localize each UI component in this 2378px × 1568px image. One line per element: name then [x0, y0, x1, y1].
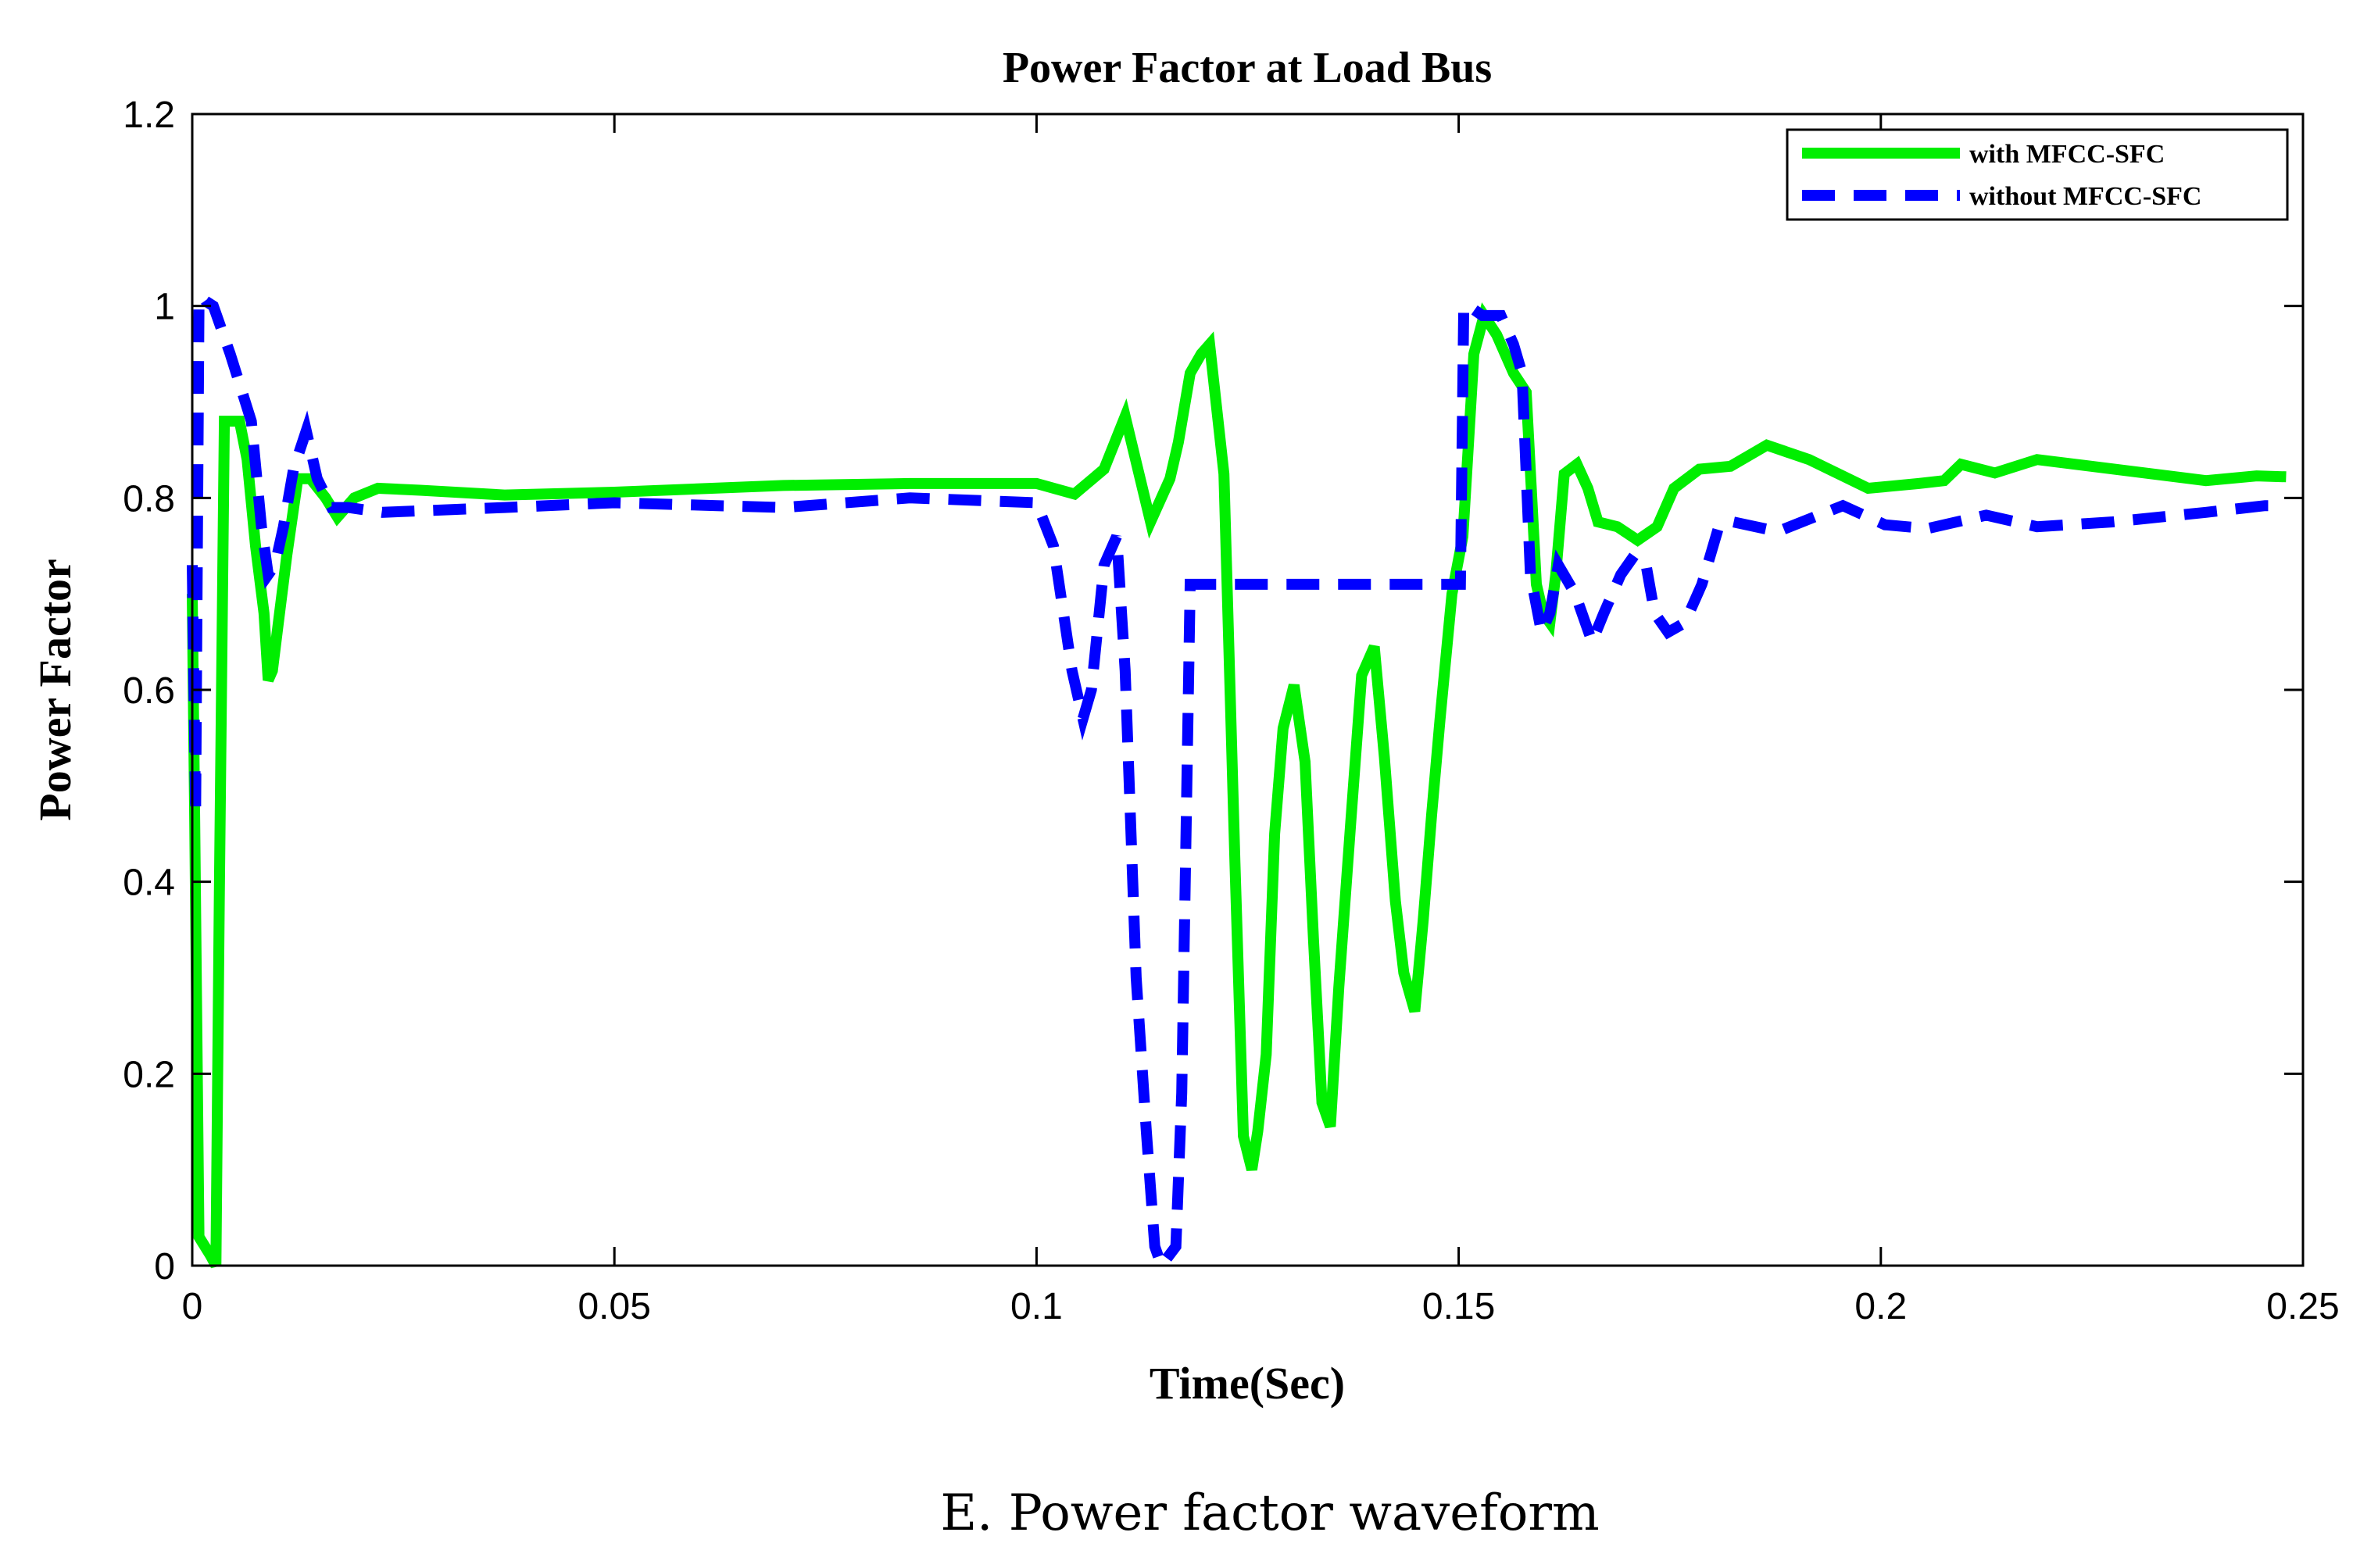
series-line-without-mfcc-sfc	[187, 284, 2287, 1277]
x-tick-label: 0.25	[2266, 1286, 2339, 1327]
figure-caption: E. Power factor waveform	[940, 1484, 1599, 1542]
x-tick-label: 0	[182, 1286, 203, 1327]
y-tick-label: 0.2	[123, 1054, 175, 1095]
y-axis-label: Power Factor	[30, 559, 80, 820]
axis-ticks: 0 0.05 0.1 0.15 0.2 0.25 0 0.2 0.4 0.6 0.8 1 1.2	[123, 95, 2339, 1327]
legend-label-without-mfcc-sfc: without MFCC-SFC	[1969, 182, 2201, 211]
plot-lines	[187, 284, 2287, 1277]
x-tick-label: 0.05	[578, 1286, 650, 1327]
x-tick-label: 0.2	[1854, 1286, 1907, 1327]
x-tick-label: 0.15	[1422, 1286, 1495, 1327]
x-tick-label: 0.1	[1010, 1286, 1063, 1327]
legend-box	[1786, 128, 2289, 221]
y-tick-label: 0	[154, 1246, 175, 1288]
y-tick-label: 1	[154, 287, 175, 328]
legend-label-with-mfcc-sfc: with MFCC-SFC	[1969, 140, 2165, 169]
x-axis-label: Time(Sec)	[1150, 1358, 1345, 1409]
y-tick-label: 0.6	[123, 670, 175, 712]
y-tick-label: 1.2	[123, 95, 175, 136]
chart-title: Power Factor at Load Bus	[1003, 44, 1492, 92]
y-tick-label: 0.4	[123, 863, 175, 904]
y-tick-label: 0.8	[123, 478, 175, 520]
legend: with MFCC-SFC without MFCC-SFC	[1786, 128, 2289, 221]
series-line-with-mfcc-sfc	[187, 302, 2287, 1269]
